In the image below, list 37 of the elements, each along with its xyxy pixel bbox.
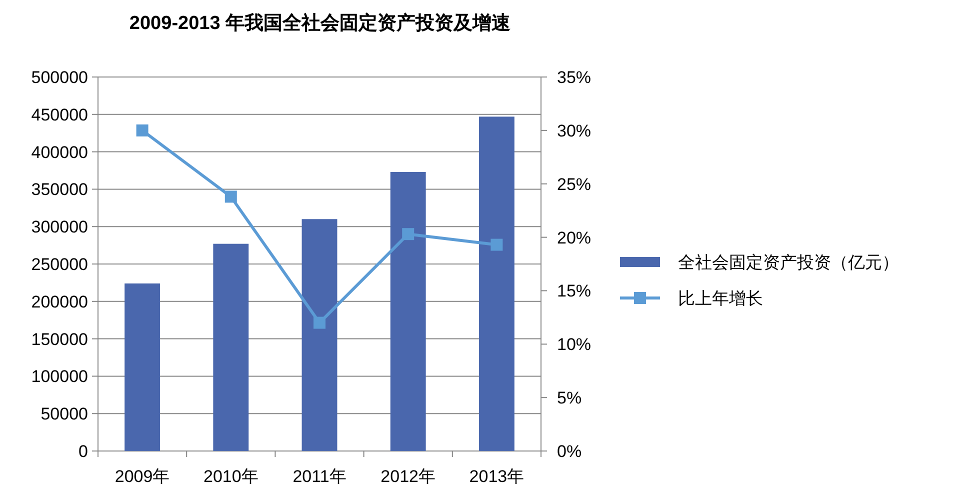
y2-tick-label: 25% — [557, 174, 592, 194]
y-tick-label: 450000 — [31, 105, 88, 124]
y2-tick-label: 20% — [557, 228, 592, 248]
x-tick-label: 2010年 — [203, 467, 258, 486]
y-tick-label: 0 — [78, 442, 88, 461]
y-tick-label: 250000 — [31, 255, 88, 274]
legend-label: 全社会固定资产投资（亿元） — [678, 253, 899, 272]
y-tick-label: 300000 — [31, 218, 88, 237]
y2-tick-label: 30% — [557, 121, 592, 140]
y2-tick-label: 0% — [557, 442, 582, 461]
x-tick-label: 2011年 — [292, 467, 346, 486]
bar — [390, 172, 426, 451]
y-tick-label: 350000 — [31, 180, 88, 200]
x-tick-label: 2012年 — [380, 467, 436, 486]
y-tick-label: 500000 — [31, 68, 88, 87]
point — [402, 228, 414, 240]
chart-title: 2009-2013 年我国全社会固定资产投资及增速 — [129, 12, 511, 34]
x-tick-label: 2009年 — [114, 467, 170, 486]
point — [136, 124, 148, 136]
bar — [302, 219, 338, 451]
y2-tick-label: 5% — [557, 388, 582, 408]
bar — [213, 244, 249, 451]
y-tick-label: 400000 — [31, 142, 88, 162]
y-tick-label: 200000 — [31, 292, 88, 312]
y2-tick-label: 35% — [557, 68, 592, 87]
y2-tick-label: 15% — [557, 282, 592, 301]
point — [490, 238, 503, 251]
y-tick-label: 100000 — [31, 367, 88, 386]
y2-tick-label: 10% — [557, 335, 592, 354]
y-tick-label: 50000 — [40, 404, 88, 424]
x-tick-label: 2013年 — [469, 467, 524, 486]
legend-label: 比上年增长 — [678, 289, 763, 308]
point — [314, 316, 326, 329]
point — [224, 190, 237, 203]
bar — [124, 283, 160, 451]
bar — [478, 116, 514, 451]
y-tick-label: 150000 — [31, 330, 88, 349]
